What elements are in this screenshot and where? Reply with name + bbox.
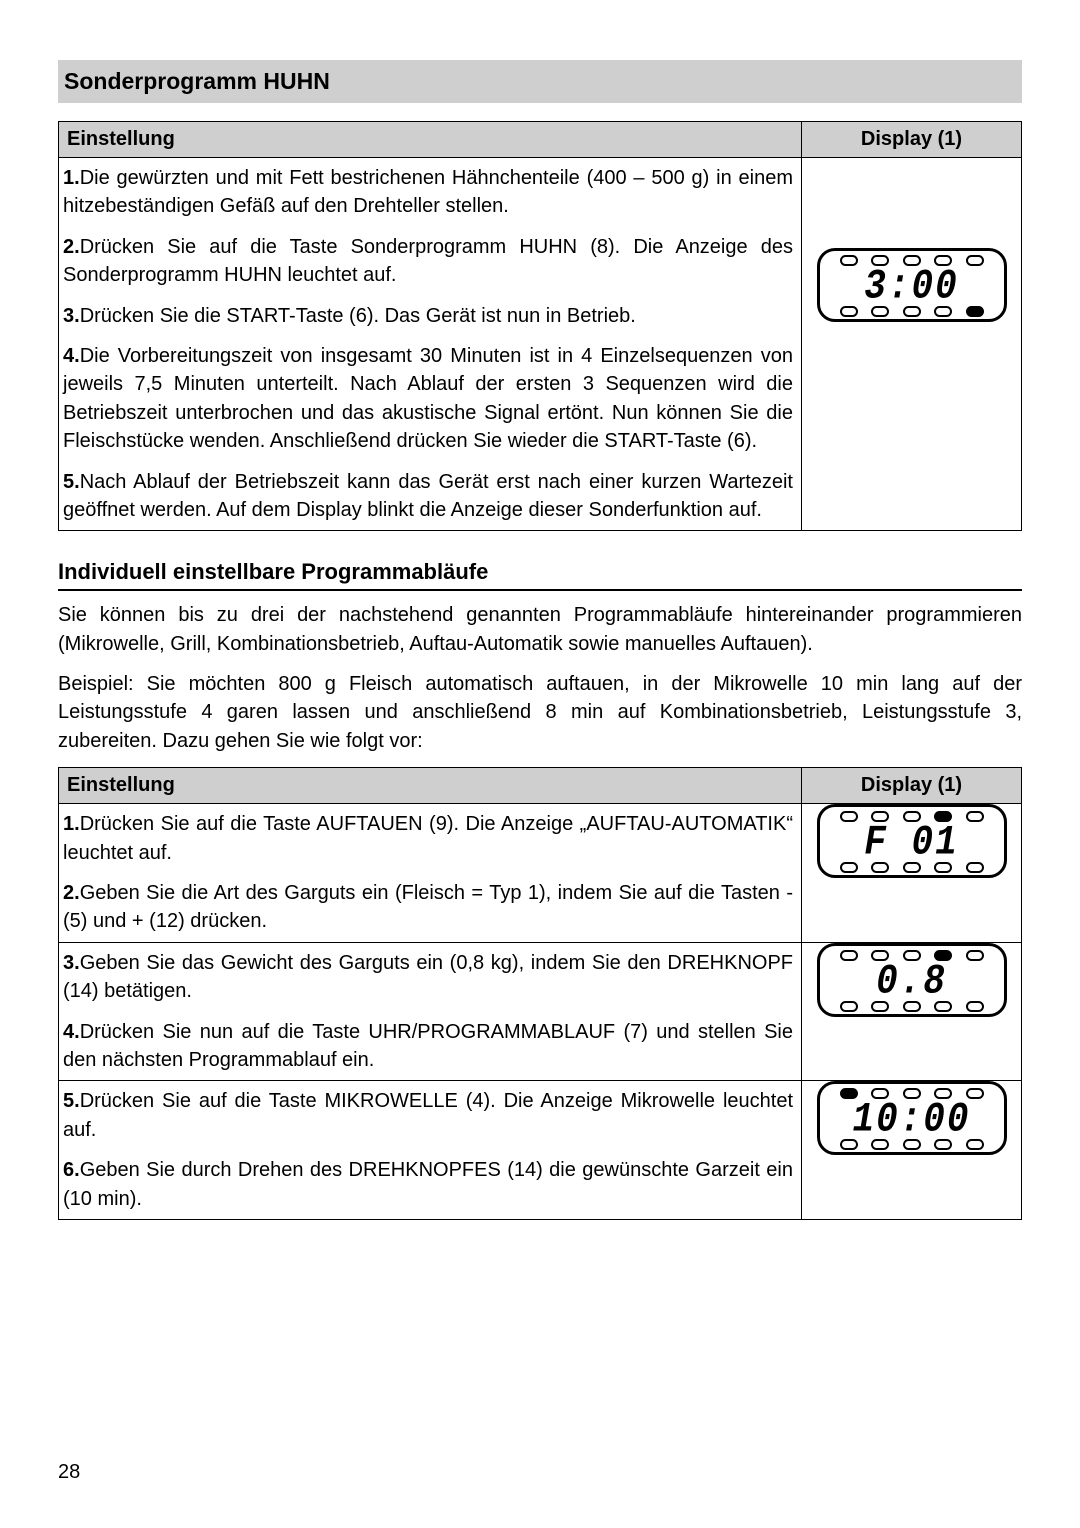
- table-huhn: Einstellung Display (1) 1.Die gewürzten …: [58, 121, 1022, 531]
- col-header-display: Display (1): [802, 122, 1022, 158]
- huhn-instructions-cell: 1.Die gewürzten und mit Fett bestrichene…: [59, 158, 802, 531]
- huhn-step-1: 1.Die gewürzten und mit Fett bestrichene…: [59, 158, 801, 227]
- col2-header-display: Display (1): [802, 768, 1022, 804]
- col2-header-einstellung: Einstellung: [59, 768, 802, 804]
- display-value: F 01: [828, 819, 996, 865]
- huhn-step-5: 5.Nach Ablauf der Betriebszeit kann das …: [59, 462, 801, 531]
- row3-instructions: 5.Drücken Sie auf die Taste MIKROWELLE (…: [59, 1081, 802, 1220]
- display-box-f01: F 01: [817, 804, 1007, 878]
- huhn-step-2: 2.Drücken Sie auf die Taste Sonderprogra…: [59, 227, 801, 296]
- table-row: 5.Drücken Sie auf die Taste MIKROWELLE (…: [59, 1081, 1022, 1220]
- row2-instructions: 3.Geben Sie das Gewicht des Garguts ein …: [59, 942, 802, 1081]
- step-4: 4.Drücken Sie nun auf die Taste UHR/PROG…: [59, 1012, 801, 1081]
- display-value: 0.8: [828, 958, 996, 1004]
- row2-display-cell: 0.8: [802, 942, 1022, 1081]
- col-header-einstellung: Einstellung: [59, 122, 802, 158]
- section-heading-huhn: Sonderprogramm HUHN: [58, 60, 1022, 103]
- step-5: 5.Drücken Sie auf die Taste MIKROWELLE (…: [59, 1081, 801, 1150]
- display-box-08: 0.8: [817, 943, 1007, 1017]
- page-number: 28: [58, 1461, 80, 1484]
- section-heading-individuell: Individuell einstellbare Programmabläufe: [58, 559, 1022, 591]
- row3-display-cell: 10:00: [802, 1081, 1022, 1220]
- row1-display-cell: F 01: [802, 804, 1022, 943]
- intro-paragraph-2: Beispiel: Sie möchten 800 g Fleisch auto…: [58, 670, 1022, 755]
- display-value: 3:00: [828, 263, 996, 309]
- display-box-1000: 10:00: [817, 1081, 1007, 1155]
- intro-paragraph-1: Sie können bis zu drei der nachstehend g…: [58, 601, 1022, 658]
- table-row: 3.Geben Sie das Gewicht des Garguts ein …: [59, 942, 1022, 1081]
- step-3: 3.Geben Sie das Gewicht des Garguts ein …: [59, 943, 801, 1012]
- row1-instructions: 1.Drücken Sie auf die Taste AUFTAUEN (9)…: [59, 804, 802, 943]
- display-box-huhn: 3:00: [817, 248, 1007, 322]
- step-6: 6.Geben Sie durch Drehen des DREHKNOPFES…: [59, 1150, 801, 1219]
- display-value: 10:00: [828, 1096, 996, 1142]
- table-row: 1.Drücken Sie auf die Taste AUFTAUEN (9)…: [59, 804, 1022, 943]
- huhn-display-cell: 3:00: [802, 158, 1022, 531]
- huhn-step-4: 4.Die Vorbereitungszeit von insgesamt 30…: [59, 336, 801, 462]
- step-2: 2.Geben Sie die Art des Garguts ein (Fle…: [59, 873, 801, 942]
- step-1: 1.Drücken Sie auf die Taste AUFTAUEN (9)…: [59, 804, 801, 873]
- huhn-step-3: 3.Drücken Sie die START-Taste (6). Das G…: [59, 296, 801, 336]
- table-individuell: Einstellung Display (1) 1.Drücken Sie au…: [58, 767, 1022, 1220]
